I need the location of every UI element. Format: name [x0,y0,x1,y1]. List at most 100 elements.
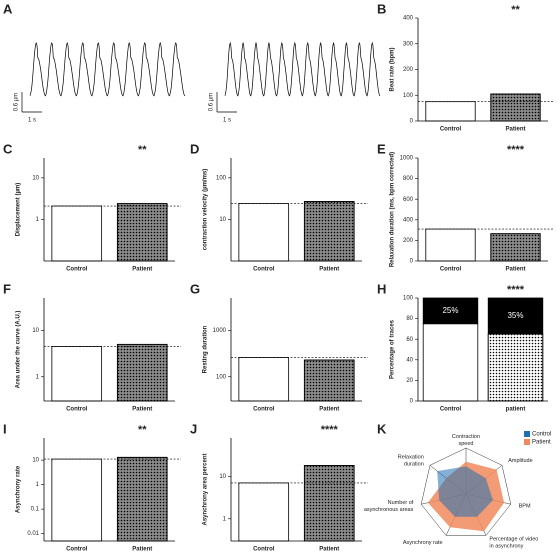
significance: ** [138,144,147,156]
y-tick-label: 100 [403,296,414,302]
y-tick-label: 80 [406,316,413,322]
bar-hatch [116,343,168,402]
bar-hatch [116,203,168,262]
radar-axis-label: Contraction speed [452,434,480,447]
y-tick-label: 600 [403,197,414,203]
bar [425,228,476,262]
y-tick-label: 40 [406,357,413,363]
y-axis-label: Asynchrony area percent [203,453,209,525]
radar-axis-label: Relaxation duration [398,455,424,468]
y-tick-label: 0 [410,399,414,405]
y-axis-label: Relaxation duration (ms, bpm corrected) [390,152,396,267]
y-axis-label: Area under the curve (A.U.) [16,311,22,389]
x-tick-label: Patient [132,547,152,553]
bar [51,346,103,402]
x-tick-label: Control [253,407,275,413]
radar-area [437,466,493,517]
bar [425,101,476,122]
y-tick-label: 10 [32,175,39,181]
y-tick-label: 0.01 [27,531,39,537]
bar-hatch [490,233,541,262]
x-tick-label: Patient [319,267,339,273]
y-tick-label: 10 [32,458,39,464]
panel-letter: H [377,281,386,296]
x-tick-label: Patient [505,127,525,133]
bar-hatch [303,201,355,262]
y-tick-label: 400 [403,16,414,22]
radar-axis-label: Amplitude [508,458,532,464]
x-tick-label: Control [66,407,88,413]
y-tick-label: 800 [403,176,414,182]
y-tick-label: 1 [223,516,227,522]
panel-letter: B [377,1,386,16]
bar [51,205,103,262]
legend-label: Control [532,432,551,438]
y-axis-label: Percentage of traces [390,319,396,379]
y-tick-label: 10 [32,328,39,334]
y-tick-label: 1000 [213,328,227,334]
radar-outline [420,447,512,536]
panel-letter: E [377,141,386,156]
x-tick-label: Control [66,547,88,553]
bar [51,458,103,542]
y-axis-label: Asynchrony rate [16,465,22,513]
bar [238,482,290,542]
bar-segment [487,297,544,335]
bar-segment [422,297,479,325]
x-tick-label: Patient [132,267,152,273]
panel-letter: C [3,141,13,156]
radar-axis-label: Percentage of video in asynchrony [489,537,538,550]
x-tick-label: Control [440,127,462,133]
x-tick-label: Control [440,267,462,273]
bar [238,203,290,262]
scale-x-label: 1 s [223,118,231,124]
radar-axis-label: Asynchrony rate [403,540,443,546]
y-axis-label: contraction velocity (µm/ms) [203,169,209,250]
y-axis-label: Resting duration [203,325,209,373]
x-tick-label: Control [253,267,275,273]
legend-swatch [524,431,530,437]
y-tick-label: 300 [403,41,414,47]
panel-letter: F [3,281,11,296]
panel-letter: D [190,141,199,156]
x-tick-label: Patient [319,407,339,413]
y-tick-label: 0 [410,259,414,265]
panel-letter: A [3,1,13,16]
y-tick-label: 1000 [400,156,414,162]
y-tick-label: 60 [406,337,413,343]
scale-x-label: 1 s [28,118,36,124]
y-tick-label: 1 [36,217,40,223]
y-tick-label: 10 [219,474,226,480]
x-tick-label: Patient [132,407,152,413]
legend-label: Patient [532,440,551,446]
y-tick-label: 1 [36,374,40,380]
bar-segment [422,323,479,402]
x-tick-label: Control [66,267,88,273]
radar-axis-label: BPM [519,503,531,509]
x-tick-label: Patient [319,547,339,553]
significance: **** [507,144,525,156]
significance: **** [321,424,339,436]
panel-letter: K [377,421,387,436]
trace [224,41,381,97]
scale-y-label: 0.6 µm [14,93,20,111]
value-label: 25% [442,306,458,315]
trace [29,42,186,97]
radar-axis-label: Number of asynchronous areas [364,500,414,513]
x-tick-label: Control [253,547,275,553]
significance: **** [507,284,525,296]
y-tick-label: 100 [216,374,227,380]
value-label: 35% [507,311,523,320]
panel-letter: I [3,421,7,436]
bar-hatch [303,359,355,402]
scale-y-label: 0.6 µm [209,93,215,111]
y-tick-label: 1 [36,482,40,488]
panel-letter: J [190,421,197,436]
y-tick-label: 10 [219,217,226,223]
bar-hatch [487,333,544,402]
legend-swatch [524,439,530,445]
y-tick-label: 200 [403,238,414,244]
x-tick-label: patient [506,407,526,413]
x-tick-label: Control [440,407,462,413]
